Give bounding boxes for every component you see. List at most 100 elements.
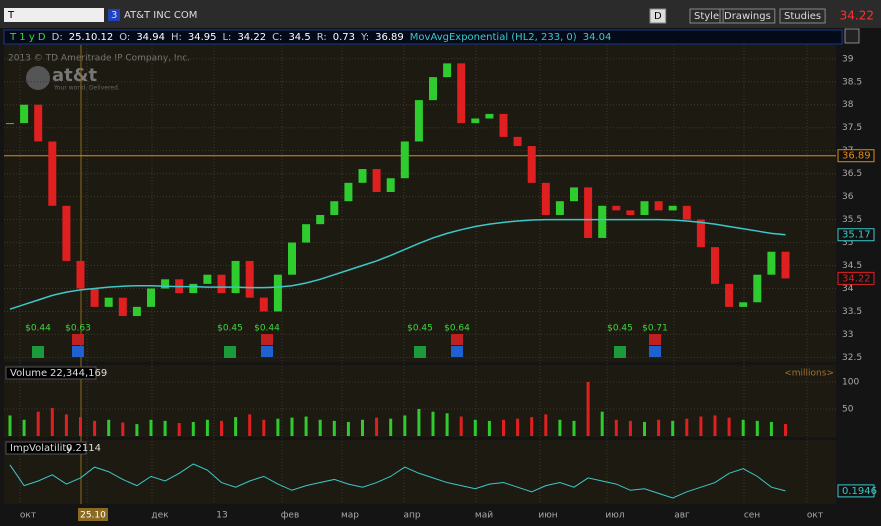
volume-bar: [445, 413, 449, 436]
volume-bar: [769, 421, 773, 436]
candle: [555, 201, 564, 215]
toolbar-button[interactable]: Drawings: [724, 11, 771, 22]
volume-bar: [346, 421, 350, 436]
volume-bar: [614, 419, 618, 436]
candle: [330, 201, 339, 215]
bulb-icon[interactable]: [261, 346, 273, 357]
copyright: 2013 © TD Ameritrade IP Company, Inc.: [8, 54, 190, 64]
candle: [584, 187, 593, 238]
volume-bar: [50, 407, 54, 436]
x-tick-label: мар: [341, 511, 359, 521]
earnings-icon[interactable]: [72, 334, 84, 345]
candle: [598, 205, 607, 238]
volume-bar: [530, 417, 534, 436]
candle: [48, 141, 57, 206]
volume-bar: [36, 411, 40, 436]
volume-bar: [262, 419, 266, 436]
candle: [161, 279, 170, 289]
button-frame[interactable]: [649, 8, 667, 24]
y-tick-label: 33: [842, 330, 853, 340]
volume-bar: [699, 416, 703, 436]
candle: [90, 288, 99, 307]
toolbar-button[interactable]: Studies: [784, 11, 821, 22]
x-tick-label: окт: [20, 511, 36, 521]
volume-bar: [473, 419, 477, 436]
candle: [132, 306, 141, 317]
earnings-icon[interactable]: [649, 334, 661, 345]
candle: [767, 251, 776, 275]
candle: [696, 219, 705, 248]
candle: [570, 187, 578, 202]
field-value: 25.10.12: [69, 32, 114, 43]
candle: [288, 242, 296, 275]
candle: [485, 113, 494, 119]
last-price: 34.22: [840, 9, 874, 23]
tagline: Your world. Delivered.: [53, 85, 120, 92]
dividend-icon[interactable]: [224, 346, 236, 358]
expand[interactable]: [844, 28, 860, 44]
x-tick-label: авг: [674, 511, 690, 521]
candle: [682, 205, 691, 220]
volume-bar: [741, 419, 745, 436]
x-tick-label: апр: [403, 511, 420, 521]
button-frame[interactable]: [719, 8, 776, 24]
dividend-label: $0.45: [607, 324, 633, 334]
x-tick-label: сен: [744, 511, 760, 521]
button-frame[interactable]: [779, 8, 826, 24]
button-frame[interactable]: [689, 8, 724, 24]
field-value: 36.89: [375, 32, 404, 43]
price-tag: [837, 149, 875, 163]
candle: [372, 169, 381, 193]
field-label: D:: [52, 32, 63, 43]
candle: [386, 178, 395, 193]
bulb-icon[interactable]: [451, 346, 463, 357]
earnings-icon[interactable]: [451, 334, 463, 345]
price-tag-label: 35.17: [842, 230, 871, 241]
bulb-icon[interactable]: [72, 346, 84, 357]
field-label: R:: [317, 32, 327, 43]
candle: [273, 274, 282, 312]
volume-bar: [304, 416, 308, 436]
volume-bar: [361, 419, 364, 436]
price-tag: [837, 228, 875, 242]
iv-title: ImpVolatility: [10, 443, 72, 454]
x-tick-label: май: [475, 511, 493, 521]
dividend-icon[interactable]: [414, 346, 426, 358]
candle: [499, 113, 508, 137]
candle: [753, 274, 762, 303]
candle: [612, 205, 621, 211]
symbol[interactable]: T: [7, 10, 15, 21]
candle: [527, 146, 536, 183]
candle: [302, 224, 311, 243]
volume-bar: [135, 424, 139, 436]
dividend-icon[interactable]: [614, 346, 626, 358]
study-name: MovAvgExponential (HL2, 233, 0): [410, 32, 577, 43]
company: AT&T INC COM: [124, 10, 197, 21]
y-tick-label: 50: [842, 404, 854, 414]
volume-bar: [487, 420, 491, 436]
symbol-input[interactable]: [4, 8, 104, 22]
volume-bar: [93, 420, 97, 436]
toolbar-button[interactable]: D: [654, 11, 662, 22]
link-box[interactable]: [108, 9, 120, 21]
candle: [541, 182, 550, 215]
candle: [76, 260, 85, 289]
candle: [414, 100, 423, 142]
dividend-icon[interactable]: [32, 346, 44, 358]
candle: [358, 169, 367, 183]
price-tag-label: 36.89: [842, 151, 871, 162]
earnings-icon[interactable]: [261, 334, 273, 345]
candle: [400, 141, 409, 179]
bulb-icon[interactable]: [649, 346, 661, 357]
candle: [20, 104, 29, 124]
link[interactable]: 3: [111, 10, 117, 21]
volume-bar: [149, 419, 153, 436]
y-tick-label: 34.5: [842, 261, 862, 271]
candle: [34, 104, 43, 142]
candle: [443, 63, 452, 78]
price-panel: [4, 45, 836, 362]
y-tick-label: 36.5: [842, 169, 862, 179]
toolbar-button[interactable]: Style: [694, 11, 719, 22]
volume-bar: [516, 418, 520, 436]
